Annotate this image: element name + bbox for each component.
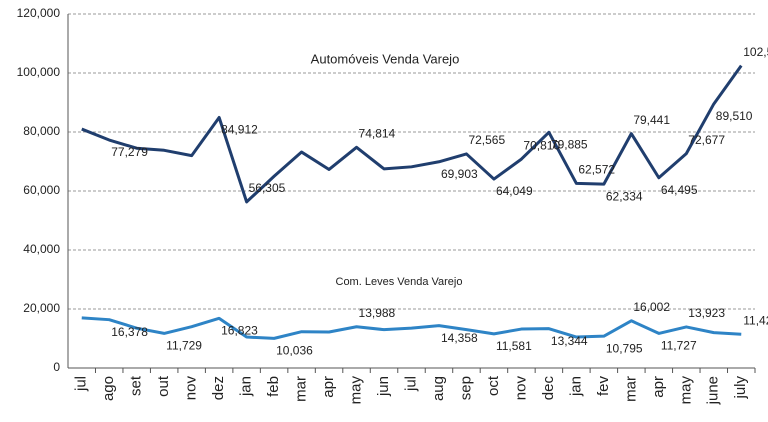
data-label: 13,344 (551, 334, 588, 348)
data-label: 77,279 (111, 145, 148, 159)
data-label: 13,923 (688, 306, 725, 320)
x-tick-label: out (155, 375, 172, 397)
data-label: 10,795 (606, 341, 643, 355)
x-tick-label: apr (650, 376, 667, 398)
data-label: 62,572 (578, 163, 615, 177)
x-tick-label: jan (567, 376, 584, 397)
y-tick-label: 60,000 (23, 183, 60, 197)
series-name: Automóveis Venda Varejo (311, 51, 460, 66)
x-tick-label: sep (457, 376, 474, 400)
y-tick-label: 40,000 (23, 242, 60, 256)
data-label: 11,426 (743, 313, 768, 327)
x-tick-label: may (677, 376, 694, 405)
x-tick-label: oct (485, 375, 502, 396)
x-tick-label: aug (430, 376, 447, 401)
x-tick-label: dez (210, 376, 227, 400)
x-tick-label: fev (595, 376, 612, 397)
data-label: 70,810 (523, 138, 560, 152)
x-tick-label: dec (540, 376, 557, 401)
x-tick-label: may (348, 376, 365, 405)
data-label: 11,729 (166, 339, 202, 353)
x-tick-label: set (128, 375, 145, 396)
x-tick-label: feb (265, 376, 282, 397)
y-tick-label: 0 (53, 360, 60, 374)
data-label: 102,510 (743, 45, 768, 59)
x-tick-label: july (732, 376, 749, 400)
y-tick-label: 20,000 (23, 301, 60, 315)
x-tick-label: jul (402, 376, 419, 392)
data-label: 72,677 (688, 133, 725, 147)
data-label: 16,002 (633, 300, 670, 314)
data-label: 69,903 (441, 167, 478, 181)
series-line (81, 64, 743, 204)
x-tick-label: mar (622, 376, 639, 402)
data-label: 11,581 (496, 339, 532, 353)
x-tick-label: nov (512, 376, 529, 401)
y-tick-label: 120,000 (17, 6, 61, 20)
data-label: 79,885 (551, 138, 588, 152)
data-label: 10,036 (276, 344, 313, 358)
data-label: 89,510 (716, 109, 753, 123)
x-tick-label: june (705, 376, 722, 405)
data-label: 62,334 (606, 189, 643, 203)
x-tick-label: jun (375, 376, 392, 397)
data-label: 56,305 (249, 181, 286, 195)
data-label: 74,814 (359, 126, 396, 140)
data-label: 13,988 (359, 306, 396, 320)
x-tick-label: nov (183, 376, 200, 401)
data-label: 84,912 (221, 123, 258, 137)
x-tick-label: ago (100, 376, 117, 401)
y-tick-label: 80,000 (23, 124, 60, 138)
data-label: 16,378 (111, 325, 148, 339)
x-tick-label: mar (293, 376, 310, 402)
y-tick-label: 100,000 (17, 65, 61, 79)
series-line (81, 316, 742, 340)
data-label: 64,495 (661, 183, 698, 197)
data-label: 72,565 (468, 133, 505, 147)
data-label: 16,823 (221, 324, 258, 338)
x-tick-label: jan (238, 376, 255, 397)
data-label: 79,441 (633, 113, 670, 127)
data-label: 11,727 (661, 339, 697, 353)
x-tick-label: jul (73, 376, 90, 392)
data-label: 64,049 (496, 184, 533, 198)
x-tick-label: apr (320, 376, 337, 398)
series-name: Com. Leves Venda Varejo (336, 276, 463, 288)
data-label: 14,358 (441, 331, 478, 345)
